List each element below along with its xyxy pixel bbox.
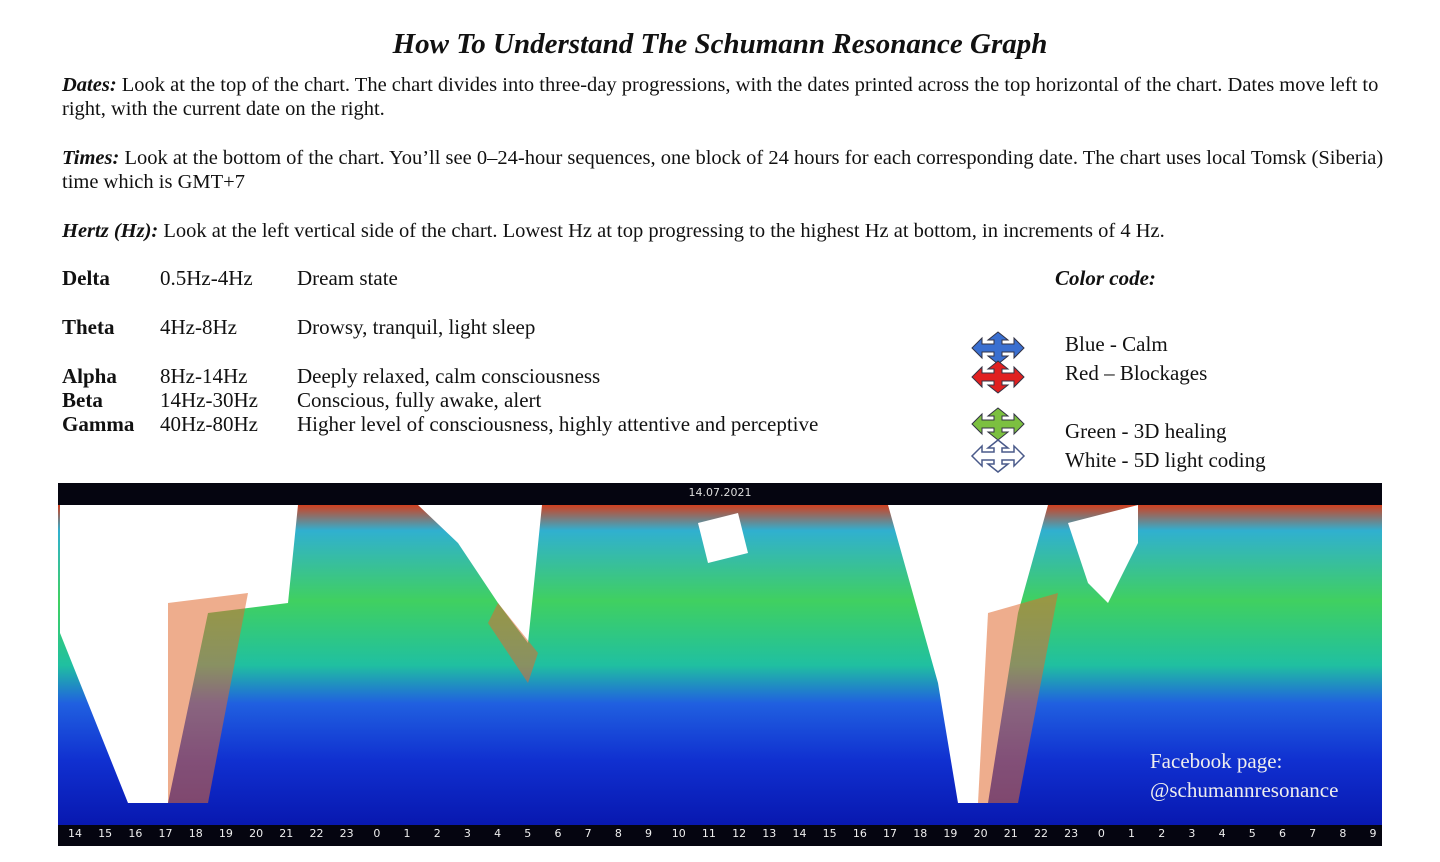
band-range: 8Hz-14Hz	[160, 364, 248, 388]
hour-label: 11	[702, 827, 716, 840]
watermark: @schumannresonance	[1150, 778, 1338, 802]
red-bands	[168, 593, 1058, 803]
hour-label: 3	[464, 827, 471, 840]
hour-label: 20	[974, 827, 988, 840]
hour-label: 16	[128, 827, 142, 840]
color-code-title: Color code:	[1055, 266, 1156, 290]
hour-label: 8	[1339, 827, 1346, 840]
hour-label: 13	[762, 827, 776, 840]
hour-label: 1	[404, 827, 411, 840]
hour-label: 2	[434, 827, 441, 840]
hour-label: 0	[373, 827, 380, 840]
arrow-icons	[971, 331, 1025, 473]
hour-label: 14	[68, 827, 82, 840]
hour-label: 19	[219, 827, 233, 840]
section-label: Hertz (Hz):	[62, 220, 159, 242]
color-item: Red – Blockages	[1065, 361, 1208, 385]
hour-label: 22	[1034, 827, 1048, 840]
hour-label: 9	[645, 827, 652, 840]
hour-label: 21	[279, 827, 293, 840]
hour-label: 20	[249, 827, 263, 840]
hour-label: 23	[340, 827, 354, 840]
hour-label: 3	[1188, 827, 1195, 840]
hour-label: 4	[1219, 827, 1226, 840]
hour-label: 7	[585, 827, 592, 840]
color-item: White - 5D light coding	[1065, 448, 1266, 472]
hour-label: 5	[524, 827, 531, 840]
hour-label: 19	[943, 827, 957, 840]
hour-label: 7	[1309, 827, 1316, 840]
hour-label: 17	[883, 827, 897, 840]
band-name: Beta	[62, 388, 103, 412]
times-section: Times: Look at the bottom of the chart. …	[62, 146, 1392, 194]
band-description: Dream state	[297, 266, 398, 290]
hour-label: 6	[554, 827, 561, 840]
hour-label: 23	[1064, 827, 1078, 840]
band-name: Alpha	[62, 364, 117, 388]
hour-label: 18	[189, 827, 203, 840]
hour-label: 5	[1249, 827, 1256, 840]
hour-axis: 14 15 16 17 18 19 20 21 22 23 0 1 2 3 4 5 6 7 8 9 10 11 12 13 14…	[68, 827, 1377, 840]
hour-label: 0	[1098, 827, 1105, 840]
hour-label: 10	[672, 827, 686, 840]
band-name: Delta	[62, 266, 110, 290]
blue-arrow	[971, 331, 1025, 365]
band-name: Theta	[62, 315, 115, 339]
watermark: Facebook page:	[1150, 749, 1282, 773]
green-arrow	[971, 407, 1025, 441]
white-arrow	[971, 439, 1025, 473]
red-arrow	[971, 360, 1025, 394]
date-label: 14.07.2021	[689, 486, 752, 499]
section-label: Dates:	[62, 74, 117, 96]
hour-label: 22	[309, 827, 323, 840]
dates-section: Dates: Look at the top of the chart. The…	[62, 73, 1392, 121]
band-range: 40Hz-80Hz	[160, 412, 258, 436]
band-description: Higher level of consciousness, highly at…	[297, 412, 819, 436]
hour-label: 15	[823, 827, 837, 840]
hour-label: 17	[159, 827, 173, 840]
hour-label: 4	[494, 827, 501, 840]
hour-label: 12	[732, 827, 746, 840]
section-text: Look at the left vertical side of the ch…	[163, 220, 1165, 242]
color-item: Green - 3D healing	[1065, 419, 1227, 443]
section-label: Times:	[62, 147, 120, 169]
hour-label: 16	[853, 827, 867, 840]
hour-label: 21	[1004, 827, 1018, 840]
color-item: Blue - Calm	[1065, 332, 1168, 356]
hour-label: 14	[792, 827, 806, 840]
band-description: Drowsy, tranquil, light sleep	[297, 315, 536, 339]
hour-label: 1	[1128, 827, 1135, 840]
section-text: Look at the bottom of the chart. You’ll …	[62, 147, 1384, 193]
hour-label: 18	[913, 827, 927, 840]
hour-label: 9	[1370, 827, 1377, 840]
hertz-section: Hertz (Hz): Look at the left vertical si…	[62, 219, 1392, 243]
hour-label: 2	[1158, 827, 1165, 840]
band-description: Deeply relaxed, calm consciousness	[297, 364, 601, 388]
band-range: 0.5Hz-4Hz	[160, 266, 253, 290]
title: How To Understand The Schumann Resonance…	[392, 28, 1048, 60]
section-text: Look at the top of the chart. The chart …	[62, 74, 1379, 120]
band-description: Conscious, fully awake, alert	[297, 388, 542, 412]
band-name: Gamma	[62, 412, 135, 436]
hour-label: 15	[98, 827, 112, 840]
hour-label: 8	[615, 827, 622, 840]
hour-label: 6	[1279, 827, 1286, 840]
band-range: 14Hz-30Hz	[160, 388, 258, 412]
spectrogram: 14.07.2021 Facebook page: @schumannreson…	[58, 483, 1382, 846]
band-range: 4Hz-8Hz	[160, 315, 237, 339]
